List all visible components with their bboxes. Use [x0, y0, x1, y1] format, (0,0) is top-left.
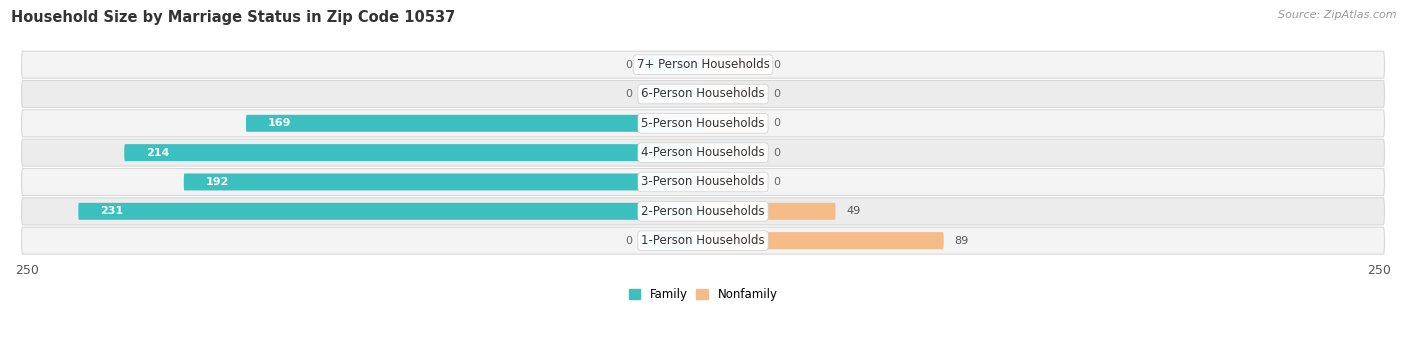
FancyBboxPatch shape: [21, 227, 1385, 254]
FancyBboxPatch shape: [703, 85, 762, 102]
Text: 231: 231: [100, 206, 124, 216]
Text: 1-Person Households: 1-Person Households: [641, 234, 765, 247]
FancyBboxPatch shape: [703, 56, 762, 73]
FancyBboxPatch shape: [124, 144, 703, 161]
Text: 5-Person Households: 5-Person Households: [641, 117, 765, 130]
FancyBboxPatch shape: [21, 198, 1385, 225]
Text: Source: ZipAtlas.com: Source: ZipAtlas.com: [1278, 10, 1396, 20]
FancyBboxPatch shape: [644, 85, 703, 102]
Text: 89: 89: [955, 236, 969, 245]
Text: 0: 0: [773, 148, 780, 158]
Text: 214: 214: [146, 148, 169, 158]
Text: 169: 169: [267, 118, 291, 128]
FancyBboxPatch shape: [21, 51, 1385, 78]
Text: 0: 0: [626, 59, 633, 70]
FancyBboxPatch shape: [703, 232, 943, 249]
FancyBboxPatch shape: [246, 115, 703, 132]
FancyBboxPatch shape: [644, 232, 703, 249]
Text: 0: 0: [773, 177, 780, 187]
Text: 0: 0: [773, 118, 780, 128]
Text: 2-Person Households: 2-Person Households: [641, 205, 765, 218]
FancyBboxPatch shape: [644, 56, 703, 73]
FancyBboxPatch shape: [184, 173, 703, 190]
Text: Household Size by Marriage Status in Zip Code 10537: Household Size by Marriage Status in Zip…: [11, 10, 456, 25]
Text: 4-Person Households: 4-Person Households: [641, 146, 765, 159]
FancyBboxPatch shape: [703, 144, 762, 161]
FancyBboxPatch shape: [703, 173, 762, 190]
Text: 6-Person Households: 6-Person Households: [641, 87, 765, 101]
FancyBboxPatch shape: [703, 203, 835, 220]
FancyBboxPatch shape: [79, 203, 703, 220]
Text: 0: 0: [626, 89, 633, 99]
FancyBboxPatch shape: [703, 115, 762, 132]
FancyBboxPatch shape: [21, 110, 1385, 137]
FancyBboxPatch shape: [21, 139, 1385, 166]
Text: 7+ Person Households: 7+ Person Households: [637, 58, 769, 71]
FancyBboxPatch shape: [21, 169, 1385, 195]
Legend: Family, Nonfamily: Family, Nonfamily: [628, 288, 778, 301]
Text: 0: 0: [626, 236, 633, 245]
Text: 192: 192: [205, 177, 229, 187]
Text: 0: 0: [773, 59, 780, 70]
FancyBboxPatch shape: [21, 81, 1385, 107]
Text: 3-Person Households: 3-Person Households: [641, 175, 765, 188]
Text: 49: 49: [846, 206, 860, 216]
Text: 0: 0: [773, 89, 780, 99]
